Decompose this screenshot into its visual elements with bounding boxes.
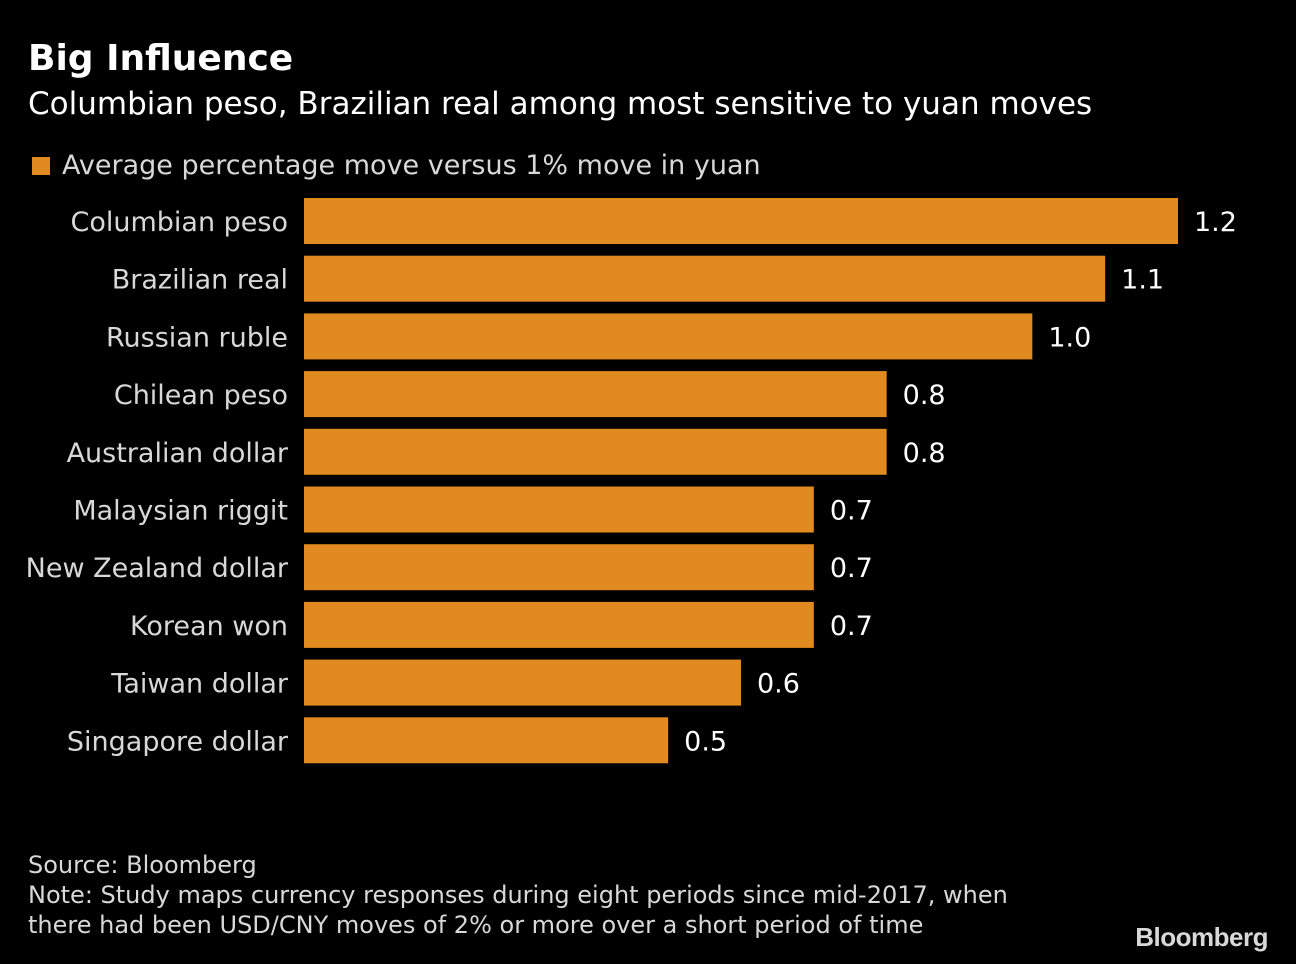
legend-swatch bbox=[32, 156, 50, 175]
bloomberg-logo: Bloomberg bbox=[1135, 922, 1268, 952]
category-label: Korean won bbox=[130, 611, 288, 642]
footer: Source: Bloomberg Note: Study maps curre… bbox=[28, 850, 1008, 940]
note-line-1: Note: Study maps currency responses duri… bbox=[28, 881, 1008, 909]
note-line-2: there had been USD/CNY moves of 2% or mo… bbox=[28, 911, 924, 939]
category-label: Chilean peso bbox=[114, 380, 288, 411]
bar-chart: Columbian peso 1.2 Brazilian real 1.1 Russia… bbox=[26, 198, 1237, 764]
bar-russian-ruble bbox=[304, 313, 1033, 360]
bar-singapore-dollar bbox=[304, 717, 669, 764]
value-label: 0.7 bbox=[830, 496, 873, 527]
bar-columbian-peso bbox=[304, 198, 1178, 244]
value-label: 1.0 bbox=[1048, 322, 1091, 353]
chart-title: Big Influence bbox=[28, 38, 294, 79]
bar-korean-won bbox=[304, 601, 814, 648]
value-label: 0.8 bbox=[903, 380, 946, 411]
category-label: Taiwan dollar bbox=[110, 669, 289, 700]
category-label: Australian dollar bbox=[67, 438, 289, 469]
bar-brazilian-real bbox=[304, 255, 1106, 302]
value-label: 1.1 bbox=[1121, 265, 1164, 296]
value-label: 0.7 bbox=[830, 611, 873, 642]
category-label: Malaysian riggit bbox=[73, 496, 288, 527]
bar-australian-dollar bbox=[304, 428, 887, 475]
chart-subtitle: Columbian peso, Brazilian real among mos… bbox=[28, 86, 1093, 122]
category-label: New Zealand dollar bbox=[26, 553, 289, 584]
value-label: 0.7 bbox=[830, 553, 873, 584]
value-label: 0.8 bbox=[903, 438, 946, 469]
bar-new-zealand-dollar bbox=[304, 544, 814, 591]
source-text: Source: Bloomberg bbox=[28, 851, 257, 879]
value-label: 1.2 bbox=[1194, 207, 1237, 238]
bar-malaysian-riggit bbox=[304, 486, 814, 533]
value-label: 0.6 bbox=[757, 669, 800, 700]
legend: Average percentage move versus 1% move i… bbox=[32, 150, 761, 181]
bar-chilean-peso bbox=[304, 371, 887, 418]
bar-taiwan-dollar bbox=[304, 659, 741, 706]
value-label: 0.5 bbox=[684, 726, 727, 757]
category-label: Russian ruble bbox=[106, 322, 288, 353]
category-label: Singapore dollar bbox=[67, 726, 289, 757]
category-label: Columbian peso bbox=[70, 207, 288, 238]
legend-label: Average percentage move versus 1% move i… bbox=[62, 150, 761, 181]
category-label: Brazilian real bbox=[112, 265, 288, 296]
